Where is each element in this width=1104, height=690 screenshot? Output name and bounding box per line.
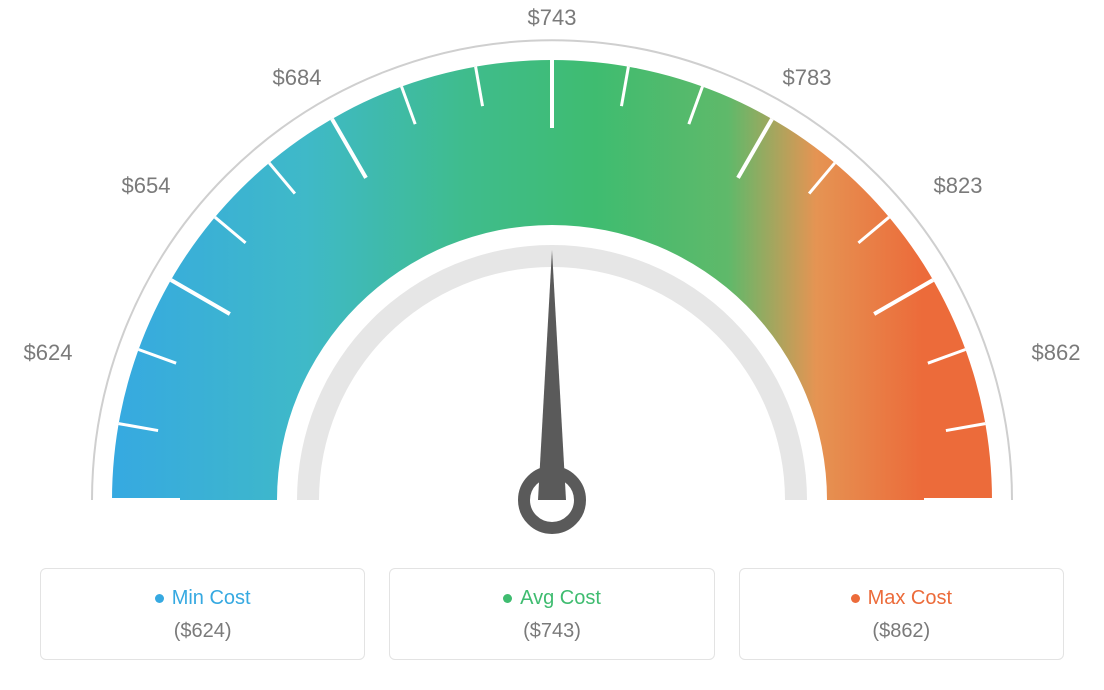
- legend-card-min: Min Cost ($624): [40, 568, 365, 660]
- legend-dot-min: [155, 594, 164, 603]
- gauge-tick-label: $862: [1032, 340, 1081, 366]
- legend-value-max: ($862): [750, 620, 1053, 643]
- gauge-chart: $624 $654 $684 $743 $783 $823 $862: [0, 0, 1104, 560]
- gauge-tick-label: $654: [122, 173, 171, 199]
- legend-title-max: Max Cost: [851, 587, 952, 610]
- legend-card-max: Max Cost ($862): [739, 568, 1064, 660]
- legend-dot-avg: [503, 594, 512, 603]
- legend-label-avg: Avg Cost: [520, 587, 601, 610]
- gauge-tick-label: $823: [934, 173, 983, 199]
- legend-label-max: Max Cost: [868, 587, 952, 610]
- legend-label-min: Min Cost: [172, 587, 251, 610]
- gauge-tick-label: $743: [528, 5, 577, 31]
- gauge-svg: [0, 0, 1104, 560]
- gauge-tick-label: $684: [273, 65, 322, 91]
- legend-title-avg: Avg Cost: [503, 587, 601, 610]
- gauge-tick-label: $624: [24, 340, 73, 366]
- legend-value-avg: ($743): [400, 620, 703, 643]
- legend-dot-max: [851, 594, 860, 603]
- gauge-tick-label: $783: [783, 65, 832, 91]
- legend-row: Min Cost ($624) Avg Cost ($743) Max Cost…: [0, 568, 1104, 660]
- legend-value-min: ($624): [51, 620, 354, 643]
- legend-title-min: Min Cost: [155, 587, 251, 610]
- legend-card-avg: Avg Cost ($743): [389, 568, 714, 660]
